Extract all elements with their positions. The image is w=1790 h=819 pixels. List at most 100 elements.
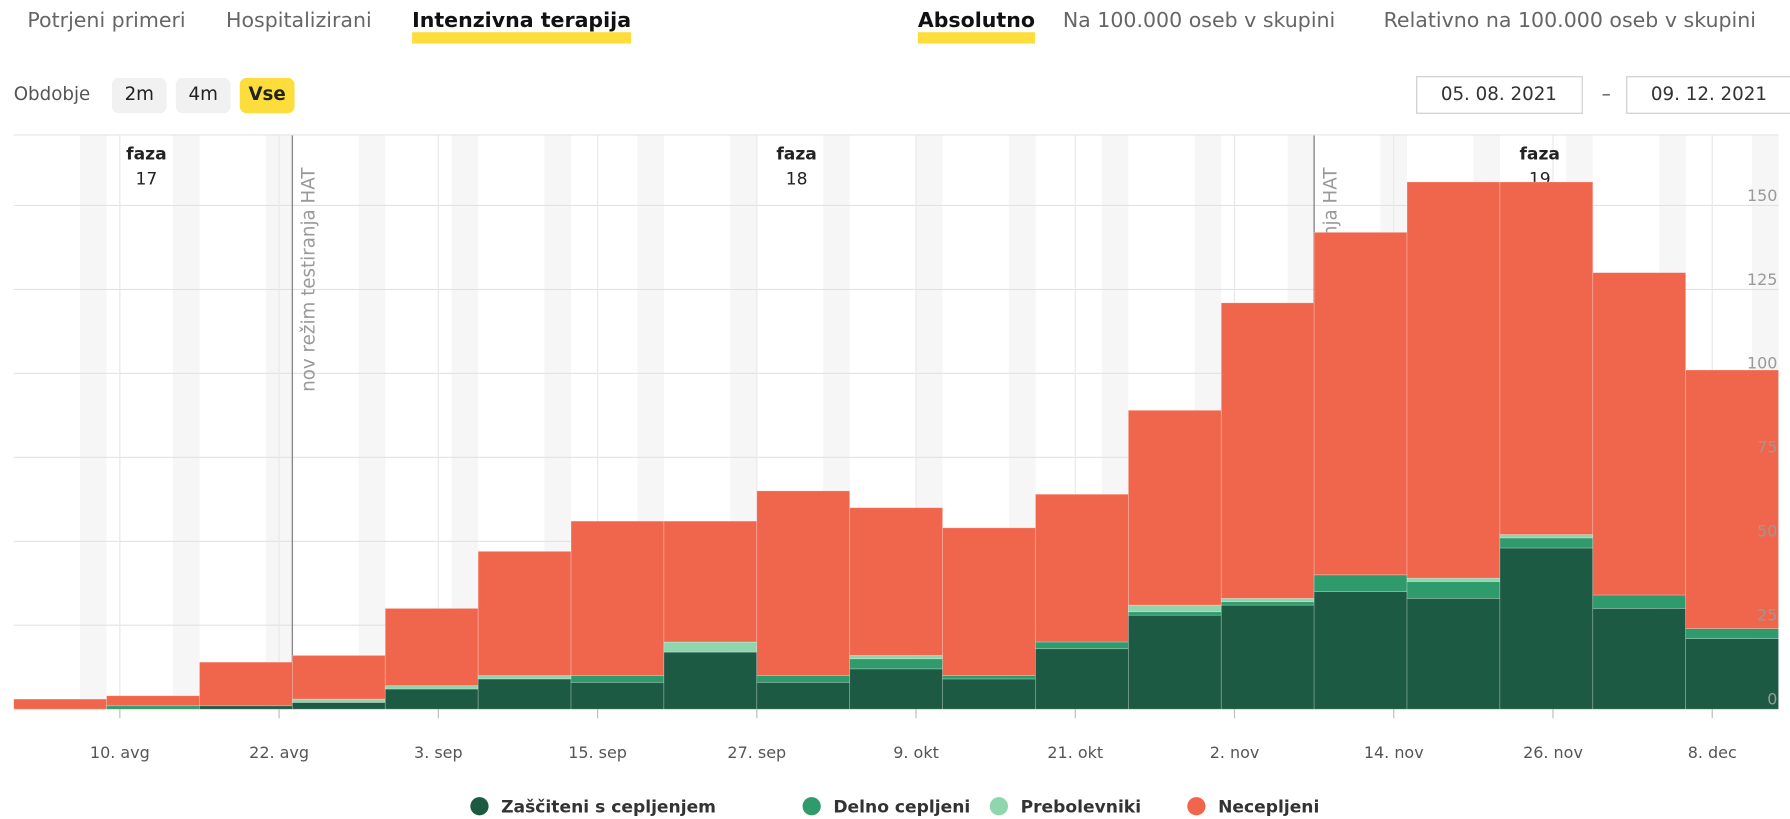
bar-segment xyxy=(1592,608,1687,710)
button-label: 2m xyxy=(125,84,154,105)
y-tick-label: 75 xyxy=(1757,438,1777,457)
bar-segment xyxy=(1128,604,1222,613)
tab-underline xyxy=(412,32,632,44)
tab-label: Hospitalizirani xyxy=(226,8,372,32)
bar-segment xyxy=(1685,638,1779,710)
bar-segment xyxy=(1128,409,1222,606)
legend-swatch xyxy=(802,797,821,816)
bar-segment xyxy=(1035,648,1129,710)
button-label: 4m xyxy=(189,84,218,105)
y-tick-label: 50 xyxy=(1757,522,1777,541)
bar-segment xyxy=(849,655,943,660)
y-tick-label: 0 xyxy=(1767,690,1777,709)
x-tick-label: 27. sep xyxy=(727,743,786,762)
period-button[interactable]: 2m xyxy=(111,77,167,114)
mode[interactable]: Na 100.000 oseb v skupini xyxy=(1063,8,1335,32)
bar-segment xyxy=(13,698,107,710)
bar-segment xyxy=(1685,628,1779,639)
weekend-band xyxy=(358,134,386,710)
tab[interactable]: Potrjeni primeri xyxy=(27,8,185,32)
bar-segment xyxy=(1406,581,1501,599)
phase-label: faza xyxy=(1519,144,1559,164)
mode[interactable]: Relativno na 100.000 oseb v skupini xyxy=(1384,8,1756,32)
bar-segment xyxy=(477,678,572,710)
phase-label: faza xyxy=(776,144,817,164)
bar-segment xyxy=(1220,598,1315,603)
bar-segment xyxy=(942,527,1036,676)
input-box xyxy=(1626,76,1790,114)
bar-segment xyxy=(1406,577,1501,582)
range-separator: – xyxy=(1602,84,1611,105)
axes: 0 25 50 75 100 125 150 10. avg 22. avg 3. sep 15. … xyxy=(13,134,1779,762)
mode-label: Na 100.000 oseb v skupini xyxy=(1063,8,1335,32)
bar-segment xyxy=(849,658,943,670)
bar-segment xyxy=(384,688,479,710)
bar-segment xyxy=(292,698,386,703)
x-tick-label: 21. okt xyxy=(1047,743,1103,762)
mode-label: Relativno na 100.000 oseb v skupini xyxy=(1384,8,1756,32)
button-bg xyxy=(175,77,231,114)
bar-segment xyxy=(1499,534,1594,539)
legend-item[interactable]: Delno cepljeni xyxy=(802,797,971,817)
bar-segment xyxy=(292,702,386,710)
bar-segment xyxy=(1220,302,1315,599)
legend-item[interactable]: Necepljeni xyxy=(1187,797,1319,817)
mode[interactable]: Absolutno xyxy=(917,8,1035,44)
button-bg xyxy=(239,77,295,114)
bar-segment xyxy=(1406,181,1501,579)
bar-segment xyxy=(1592,272,1687,596)
date-to: 09. 12. 2021 xyxy=(1651,84,1767,105)
bar-segment xyxy=(663,520,758,643)
bar-segment xyxy=(1128,614,1222,710)
bar-segment xyxy=(756,681,851,710)
x-tick-label: 2. nov xyxy=(1210,743,1260,762)
bar-segment xyxy=(570,681,665,710)
bar-segment xyxy=(1499,547,1594,710)
bar-segment xyxy=(849,507,943,656)
period-button[interactable]: Vse xyxy=(239,77,295,114)
mode-underline xyxy=(917,32,1035,44)
period-button[interactable]: 4m xyxy=(175,77,231,114)
bar-segment xyxy=(1406,598,1501,710)
x-tick-label: 26. nov xyxy=(1523,743,1583,762)
tab[interactable]: Intenzivna terapija xyxy=(412,8,632,44)
bar-segment xyxy=(1220,601,1315,606)
bar-segment xyxy=(942,675,1036,680)
weekend-band xyxy=(172,134,200,710)
date-input[interactable]: 05. 08. 2021 xyxy=(1416,76,1583,114)
legend-swatch xyxy=(1187,797,1206,816)
bar-segment xyxy=(477,675,572,680)
legend-swatch xyxy=(989,797,1009,816)
bar-segment xyxy=(1499,537,1594,549)
bar-segment xyxy=(1035,641,1129,650)
x-tick-label: 22. avg xyxy=(249,743,309,762)
bar-segment xyxy=(292,655,386,700)
bar-segment xyxy=(663,651,758,710)
x-tick-label: 8. dec xyxy=(1688,743,1737,762)
bar-segment xyxy=(1220,604,1315,710)
legend-item[interactable]: Zaščiteni s cepljenjem xyxy=(470,797,716,817)
y-tick-label: 150 xyxy=(1747,186,1777,205)
period-label: Obdobje xyxy=(14,84,91,105)
legend-swatch xyxy=(470,797,489,816)
tab-label: Potrjeni primeri xyxy=(27,8,185,32)
annotation-label: nov režim testiranja HAT xyxy=(298,167,319,392)
y-tick-label: 125 xyxy=(1747,270,1777,289)
bar-segment xyxy=(384,685,479,690)
bar-segment xyxy=(663,641,758,653)
tab[interactable]: Hospitalizirani xyxy=(226,8,372,32)
date-from: 05. 08. 2021 xyxy=(1441,84,1557,105)
bar-segment xyxy=(199,705,293,710)
plot: nov režim testiranja HATnov režim testir… xyxy=(13,134,1779,710)
date-input[interactable]: 09. 12. 2021 xyxy=(1626,76,1790,114)
x-tick-label: 3. sep xyxy=(414,743,463,762)
bar-segment xyxy=(570,675,665,683)
legend-label: Zaščiteni s cepljenjem xyxy=(501,797,716,817)
bar-segment xyxy=(477,550,572,676)
bar-segment xyxy=(1313,231,1408,576)
bar-segment xyxy=(756,675,851,683)
button-label: Vse xyxy=(248,84,285,105)
bar-segment xyxy=(1592,594,1687,609)
weekend-band xyxy=(80,134,107,710)
legend-item[interactable]: Prebolevniki xyxy=(989,797,1141,817)
